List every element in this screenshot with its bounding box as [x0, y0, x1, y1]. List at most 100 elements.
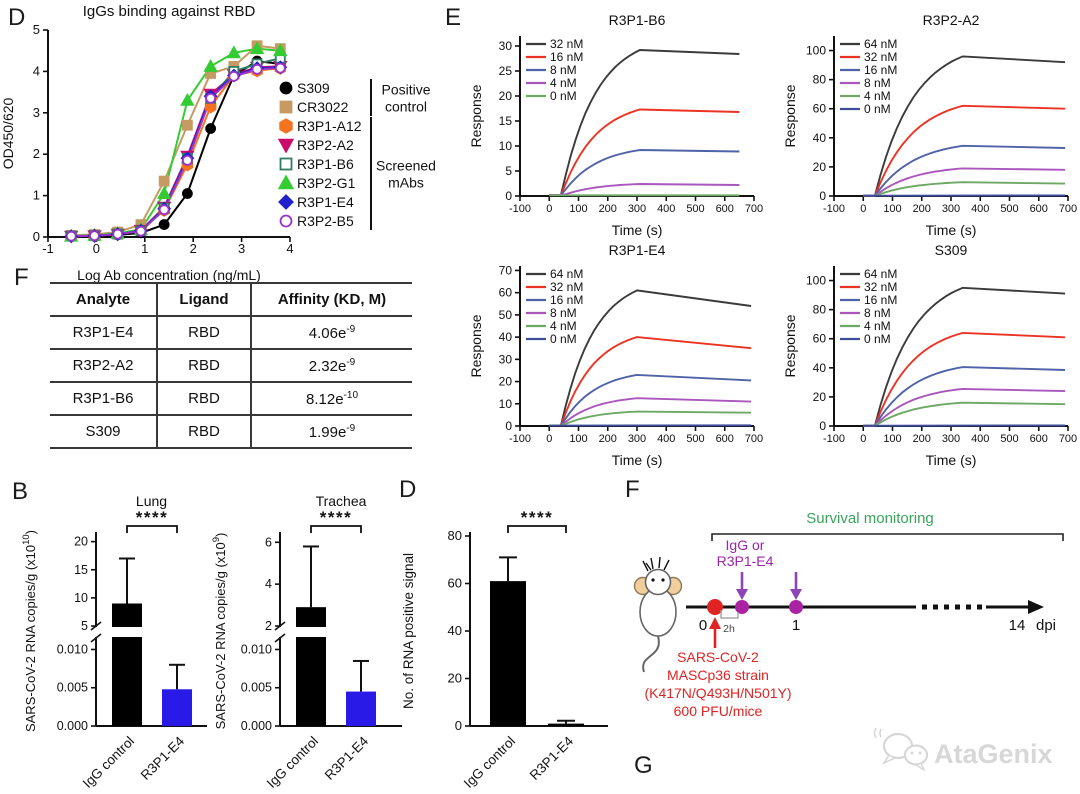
svg-text:R3P1-B6: R3P1-B6: [609, 12, 666, 28]
svg-text:300: 300: [628, 433, 646, 445]
svg-text:600: 600: [716, 433, 734, 445]
svg-text:0: 0: [819, 189, 826, 203]
panel-label-f-table: F: [14, 264, 29, 291]
svg-text:0.005: 0.005: [241, 681, 272, 695]
svg-text:200: 200: [913, 433, 931, 445]
svg-text:****: ****: [320, 508, 352, 527]
svg-text:-100: -100: [823, 203, 845, 215]
svg-text:0: 0: [860, 203, 866, 215]
svg-text:1: 1: [33, 188, 40, 203]
svg-text:0.005: 0.005: [57, 681, 88, 695]
svg-text:0: 0: [699, 617, 707, 634]
svg-text:****: ****: [521, 508, 553, 527]
svg-text:40: 40: [813, 131, 827, 145]
svg-text:14: 14: [1009, 617, 1026, 634]
svg-text:700: 700: [745, 203, 763, 215]
svg-text:2h: 2h: [723, 623, 735, 635]
svg-text:No. of RNA positive signal: No. of RNA positive signal: [401, 553, 416, 709]
svg-text:600 PFU/mice: 600 PFU/mice: [674, 703, 763, 719]
spr-chart-r3p2-a2: -100 0 100 200 300 400 500 600 700020406080100R3…: [782, 12, 1077, 238]
svg-text:Time (s): Time (s): [612, 452, 663, 468]
svg-text:0: 0: [819, 419, 826, 433]
svg-text:0: 0: [93, 241, 100, 256]
svg-text:40: 40: [813, 361, 827, 375]
svg-text:Response: Response: [468, 314, 484, 377]
svg-text:(K417N/Q493H/N501Y): (K417N/Q493H/N501Y): [644, 685, 791, 701]
svg-text:R3P2-A2: R3P2-A2: [297, 137, 354, 153]
cell-ligand: RBD: [156, 316, 251, 350]
kinetics-table: Analyte Ligand Affinity (KD, M) R3P1-E4 …: [50, 282, 412, 449]
svg-text:80: 80: [448, 528, 462, 543]
svg-text:20: 20: [499, 375, 513, 389]
svg-text:0.010: 0.010: [57, 642, 88, 656]
svg-text:10: 10: [499, 139, 513, 153]
svg-text:0 nM: 0 nM: [550, 332, 577, 346]
svg-text:SARS-CoV-2: SARS-CoV-2: [677, 649, 759, 665]
svg-text:4 nM: 4 nM: [550, 319, 577, 333]
svg-text:Trachea: Trachea: [316, 493, 367, 509]
svg-text:0 nM: 0 nM: [550, 89, 577, 103]
svg-text:MASCp36 strain: MASCp36 strain: [667, 667, 769, 683]
svg-text:4: 4: [265, 577, 272, 591]
spr-chart-s309: -100 0 100 200 300 400 500 600 700020406080100S3…: [782, 242, 1077, 468]
svg-text:mAbs: mAbs: [388, 175, 424, 191]
svg-text:control: control: [385, 99, 427, 115]
svg-text:60: 60: [448, 576, 462, 591]
svg-text:15: 15: [499, 114, 513, 128]
panel-label-d-bottom: D: [399, 476, 417, 503]
svg-text:100: 100: [883, 203, 901, 215]
svg-text:10: 10: [499, 397, 513, 411]
svg-text:R3P2-B5: R3P2-B5: [297, 213, 354, 229]
svg-text:4: 4: [286, 241, 293, 256]
svg-text:16 nM: 16 nM: [864, 63, 897, 77]
svg-text:IgGs binding against RBD: IgGs binding against RBD: [83, 3, 256, 20]
svg-text:4 nM: 4 nM: [550, 76, 577, 90]
svg-text:3: 3: [238, 241, 245, 256]
svg-text:0.000: 0.000: [57, 719, 88, 733]
svg-text:20: 20: [448, 671, 462, 686]
svg-text:600: 600: [716, 203, 734, 215]
svg-text:50: 50: [499, 308, 513, 322]
svg-text:-100: -100: [823, 433, 845, 445]
lung-viral-load-chart: 5 10 15 20 0.000 0.005 0.010 ****Lung SARS-CoV-2…: [22, 493, 207, 791]
svg-text:4 nM: 4 nM: [864, 89, 891, 103]
svg-text:Time (s): Time (s): [926, 452, 977, 468]
svg-text:600: 600: [1030, 433, 1048, 445]
svg-text:20: 20: [499, 89, 513, 103]
svg-text:32 nM: 32 nM: [864, 280, 897, 294]
svg-text:500: 500: [1000, 433, 1018, 445]
svg-text:40: 40: [448, 623, 462, 638]
svg-text:70: 70: [499, 263, 513, 277]
svg-text:20: 20: [74, 535, 88, 549]
svg-text:2: 2: [265, 619, 272, 633]
spr-chart-r3p1-e4: -100 0 100 200 300 400 500 600 70001020304050607…: [468, 242, 763, 468]
svg-text:16 nM: 16 nM: [550, 293, 583, 307]
svg-text:100: 100: [569, 433, 587, 445]
rna-positive-signal-chart: 0 20 40 60 80 **** No. of RNA positive signal I…: [401, 508, 608, 791]
svg-text:500: 500: [1000, 203, 1018, 215]
svg-text:300: 300: [628, 203, 646, 215]
chat-bubbles-icon: [873, 727, 929, 772]
svg-text:200: 200: [913, 203, 931, 215]
cell-analyte: R3P1-B6: [50, 382, 157, 416]
svg-text:6: 6: [265, 535, 272, 549]
svg-text:80: 80: [813, 73, 827, 87]
svg-text:1: 1: [792, 617, 800, 634]
svg-text:200: 200: [599, 203, 617, 215]
svg-text:IgG or: IgG or: [726, 537, 765, 553]
svg-text:16 nM: 16 nM: [864, 293, 897, 307]
svg-text:SARS-CoV-2 RNA copies/g (x1010: SARS-CoV-2 RNA copies/g (x1010): [22, 530, 38, 732]
panel-label-f-schematic: F: [625, 476, 640, 503]
svg-text:Screened: Screened: [376, 158, 436, 174]
cell-ligand: RBD: [156, 382, 251, 416]
mouse-icon: [633, 556, 683, 673]
svg-text:600: 600: [1030, 203, 1048, 215]
svg-text:500: 500: [686, 433, 704, 445]
svg-text:OD450/620: OD450/620: [0, 97, 16, 169]
svg-text:IgG control: IgG control: [264, 734, 321, 791]
cell-ligand: RBD: [156, 415, 251, 449]
svg-text:100: 100: [883, 433, 901, 445]
svg-text:8 nM: 8 nM: [864, 76, 891, 90]
